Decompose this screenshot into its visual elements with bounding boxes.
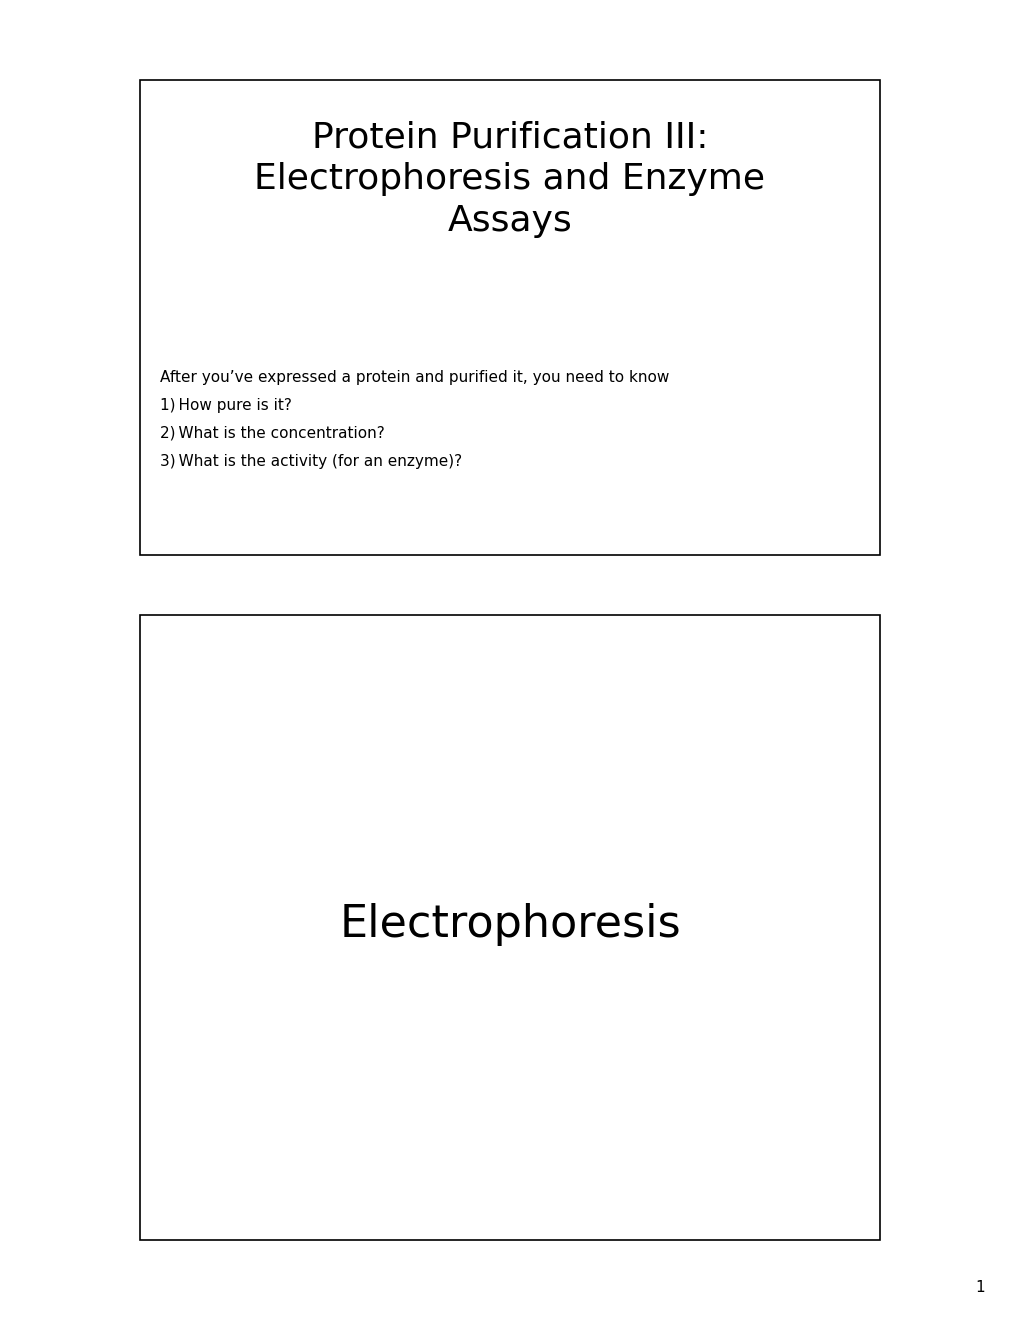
Text: After you’ve expressed a protein and purified it, you need to know: After you’ve expressed a protein and pur…	[160, 370, 668, 385]
Bar	[140, 615, 879, 1239]
Bar	[140, 81, 879, 554]
Text: Electrophoresis: Electrophoresis	[339, 903, 680, 946]
Text: 1) How pure is it?: 1) How pure is it?	[160, 399, 291, 413]
Text: 3) What is the activity (for an enzyme)?: 3) What is the activity (for an enzyme)?	[160, 454, 462, 469]
Text: Protein Purification III:
Electrophoresis and Enzyme
Assays: Protein Purification III: Electrophoresi…	[255, 120, 764, 238]
Text: 1: 1	[974, 1280, 984, 1295]
Text: 2) What is the concentration?: 2) What is the concentration?	[160, 426, 384, 441]
